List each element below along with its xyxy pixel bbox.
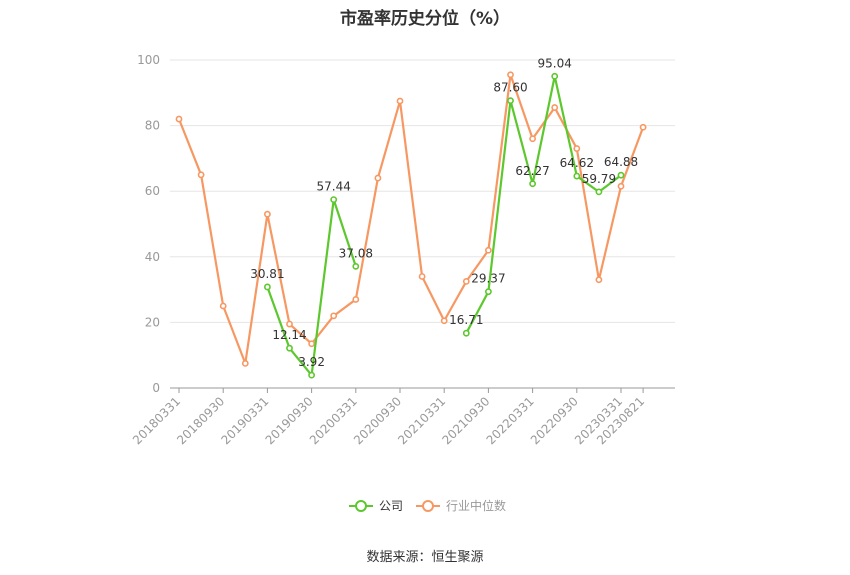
data-label: 3.92 (298, 355, 325, 369)
data-label: 64.88 (604, 155, 638, 169)
data-point-industry (352, 296, 360, 303)
data-point-industry (529, 135, 536, 143)
data-point-company (617, 171, 625, 179)
legend-label-industry: 行业中位数 (446, 498, 506, 513)
data-point-company (529, 180, 536, 188)
data-point-industry (263, 210, 271, 218)
data-point-industry (418, 273, 426, 280)
data-label: 95.04 (538, 56, 572, 70)
data-point-company (330, 196, 338, 203)
data-point-industry (197, 171, 205, 179)
data-point-industry (507, 71, 514, 79)
series-line-company (266, 198, 357, 377)
data-point-industry (175, 115, 183, 123)
data-label: 16.71 (449, 313, 483, 327)
data-point-industry (440, 317, 448, 325)
y-tick-label: 0 (152, 381, 160, 395)
data-label: 57.44 (317, 180, 351, 194)
data-label: 62.27 (515, 164, 549, 178)
data-point-industry (595, 276, 603, 284)
data-point-company (484, 288, 492, 296)
data-point-industry (462, 277, 470, 285)
data-point-company (286, 344, 293, 352)
data-point-company (573, 172, 581, 180)
legend-label-company: 公司 (379, 499, 403, 513)
data-point-company (595, 188, 603, 196)
legend-marker-company (355, 500, 367, 512)
data-point-industry (241, 359, 249, 367)
data-point-industry (330, 312, 338, 320)
y-tick-label: 60 (145, 184, 160, 198)
data-point-industry (374, 174, 382, 182)
data-label: 64.62 (560, 156, 594, 170)
data-label: 59.79 (582, 172, 616, 186)
legend-marker-industry (422, 500, 434, 512)
data-point-industry (219, 302, 227, 310)
data-point-company (352, 262, 360, 270)
data-label: 12.14 (272, 328, 306, 342)
y-tick-label: 80 (145, 119, 160, 133)
data-point-industry (484, 246, 492, 254)
y-tick-label: 20 (145, 315, 160, 329)
source-note: 数据来源：恒生聚源 (366, 550, 484, 565)
y-tick-label: 40 (145, 250, 160, 264)
data-point-industry (396, 97, 404, 105)
data-point-company (551, 72, 559, 80)
data-point-industry (573, 145, 581, 152)
data-point-industry (286, 320, 293, 328)
data-point-industry (308, 340, 315, 348)
data-label: 87.60 (493, 81, 527, 95)
data-point-industry (639, 123, 647, 131)
data-point-company (507, 97, 514, 105)
data-point-company (263, 283, 271, 291)
data-point-company (462, 329, 470, 337)
data-label: 30.81 (250, 267, 284, 281)
data-point-industry (551, 104, 559, 111)
series-line-industry (177, 73, 645, 365)
series-line-company (465, 75, 622, 334)
data-label: 37.08 (339, 246, 373, 260)
chart-title: 市盈率历史分位（%） (339, 9, 511, 29)
data-point-industry (617, 182, 625, 190)
y-tick-label: 100 (137, 53, 160, 67)
data-label: 29.37 (471, 272, 505, 286)
data-point-company (308, 371, 315, 379)
